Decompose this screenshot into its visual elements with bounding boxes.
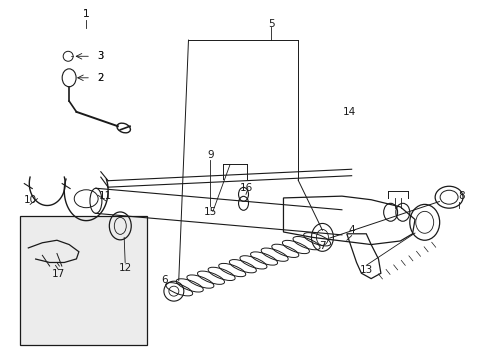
Text: 1: 1 xyxy=(82,9,89,19)
Text: 1: 1 xyxy=(82,9,89,19)
Text: 4: 4 xyxy=(347,225,354,235)
Text: 2: 2 xyxy=(97,73,103,83)
Text: 17: 17 xyxy=(52,269,65,279)
Text: 13: 13 xyxy=(359,265,372,275)
Text: 5: 5 xyxy=(267,19,274,29)
Text: 2: 2 xyxy=(97,73,103,83)
Text: 11: 11 xyxy=(99,191,112,201)
Text: 16: 16 xyxy=(240,183,253,193)
Text: 9: 9 xyxy=(206,150,213,160)
Text: 14: 14 xyxy=(342,107,355,117)
Text: 12: 12 xyxy=(118,263,131,273)
Text: 15: 15 xyxy=(203,207,217,217)
Text: 8: 8 xyxy=(457,191,464,201)
Bar xyxy=(20,216,147,345)
Text: 6: 6 xyxy=(161,275,167,285)
Text: 7: 7 xyxy=(319,241,325,251)
Text: 3: 3 xyxy=(97,51,103,61)
Text: 10: 10 xyxy=(23,195,37,205)
Text: 3: 3 xyxy=(97,51,103,61)
